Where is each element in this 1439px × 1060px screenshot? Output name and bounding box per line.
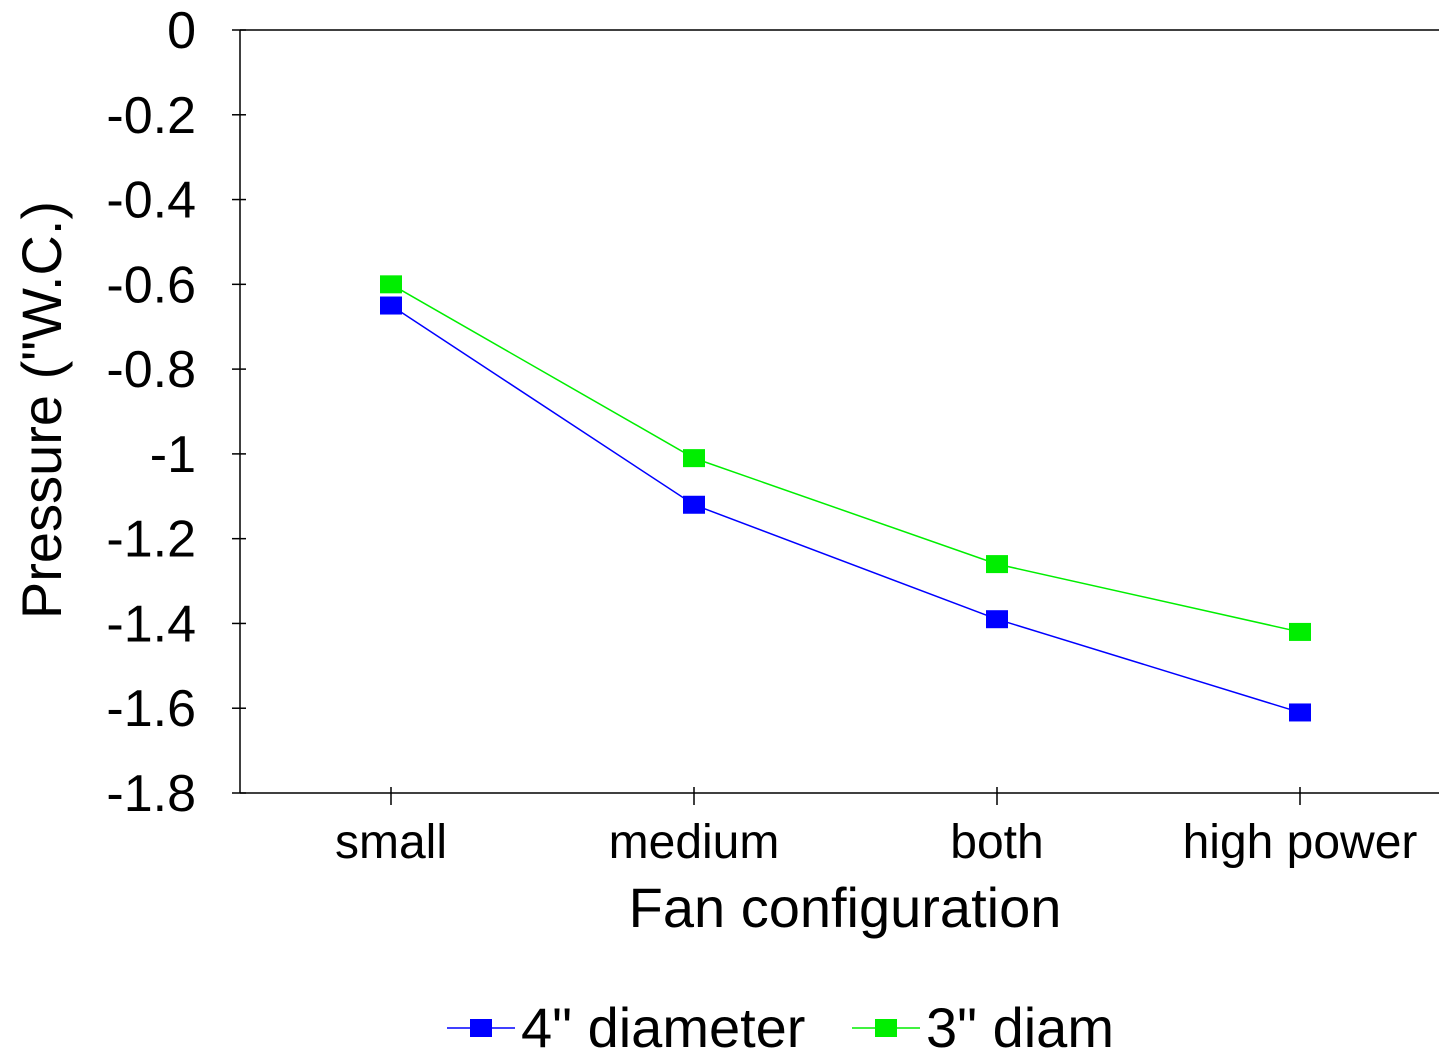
x-tick-label: medium [609, 816, 780, 869]
x-tick-label: small [335, 816, 447, 869]
series-1 [380, 296, 1311, 722]
series-line [390, 283, 1301, 633]
data-point [380, 275, 402, 294]
data-point [380, 296, 402, 315]
y-tick-label: -1 [150, 426, 196, 484]
legend: 4" diameter 3" diam [447, 996, 1114, 1059]
y-tick-label: 0 [167, 2, 196, 60]
plot-frame [239, 29, 1439, 794]
data-point [986, 610, 1008, 629]
legend-item-1: 4" diameter [447, 996, 805, 1059]
x-axis-title: Fan configuration [629, 876, 1062, 939]
x-axis: small medium both high power [335, 787, 1417, 869]
data-point [1289, 703, 1311, 722]
y-tick-label: -0.8 [106, 341, 196, 399]
y-tick-label: -1.4 [106, 595, 196, 653]
y-tick-label: -1.8 [106, 765, 196, 823]
y-tick-label: -0.2 [106, 87, 196, 145]
data-point [1289, 622, 1311, 641]
series-layer [380, 275, 1311, 722]
y-tick-label: -0.4 [106, 172, 196, 230]
legend-item-2: 3" diam [852, 996, 1114, 1059]
legend-label: 3" diam [926, 996, 1114, 1059]
legend-marker [470, 1019, 492, 1037]
y-axis-title: Pressure ("W.C.) [10, 201, 73, 619]
y-axis: 0 -0.2 -0.4 -0.6 -0.8 -1 -1.2 -1.4 -1.6 -1.8 [106, 2, 246, 823]
series-2 [380, 275, 1311, 641]
x-tick-label: high power [1183, 816, 1418, 869]
legend-marker [875, 1019, 897, 1037]
y-tick-label: -1.6 [106, 680, 196, 738]
y-tick-label: -1.2 [106, 511, 196, 569]
y-tick-label: -0.6 [106, 256, 196, 314]
legend-label: 4" diameter [521, 996, 805, 1059]
data-point [986, 555, 1008, 574]
series-line [390, 304, 1301, 714]
x-tick-label: both [950, 816, 1043, 869]
data-point [683, 495, 705, 514]
data-point [683, 449, 705, 468]
